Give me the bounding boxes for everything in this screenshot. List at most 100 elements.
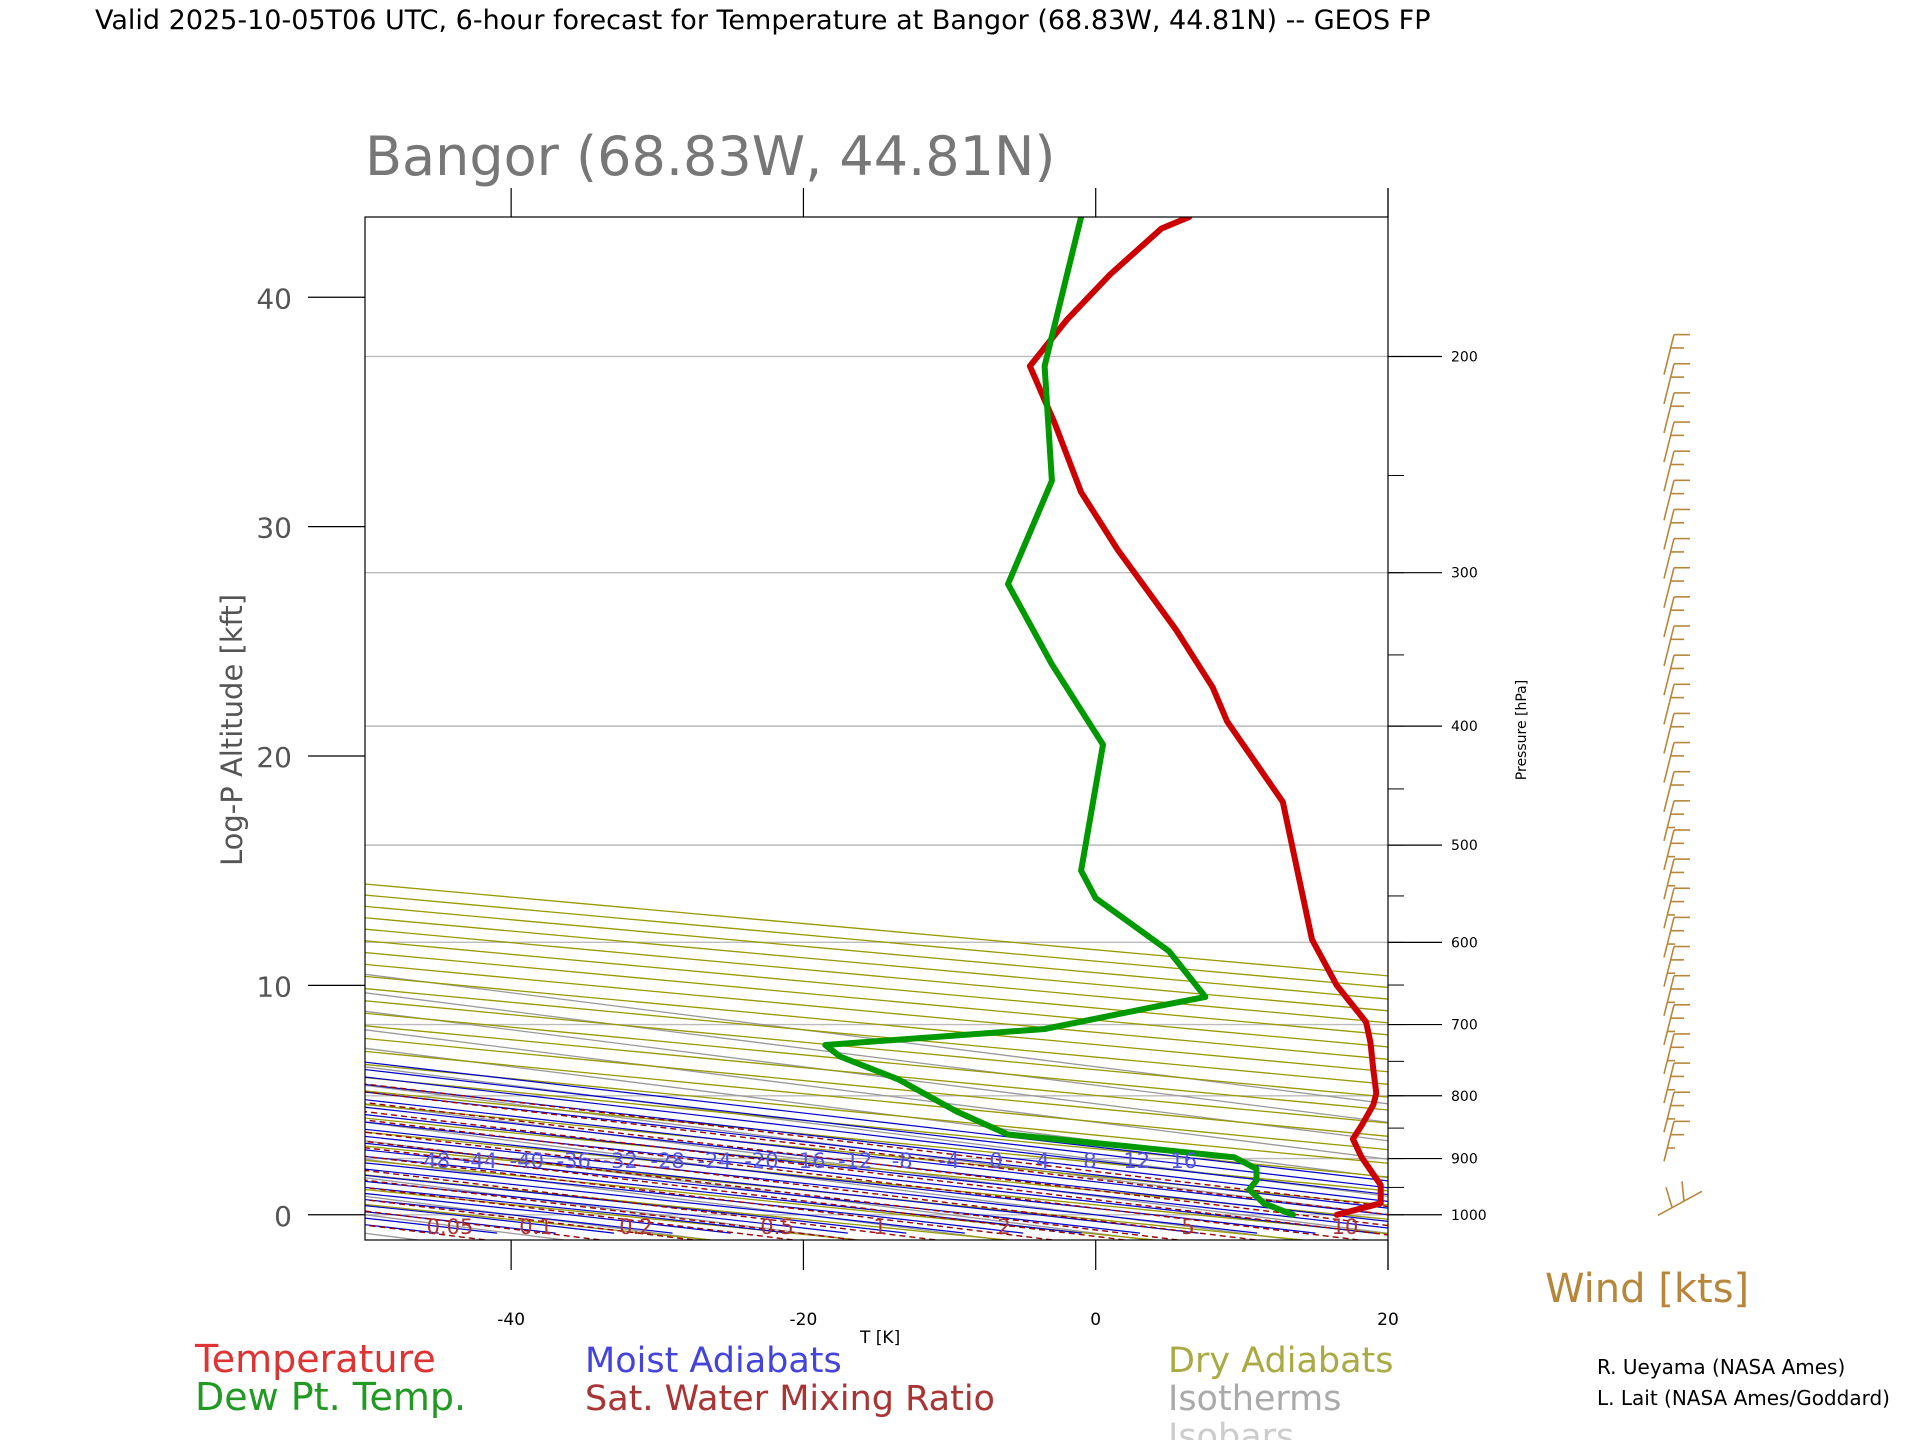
moist-adiabat-label: -8 (892, 1149, 913, 1173)
mixing-ratio-line (365, 1083, 1388, 1208)
isotherm-line (365, 1158, 1003, 1240)
legend-dewpoint: Dew Pt. Temp. (195, 1375, 466, 1419)
wind-barb (1663, 887, 1690, 929)
moist-adiabat-label: -4 (939, 1149, 960, 1173)
wind-barbs (1657, 333, 1703, 1217)
dry-adiabat-line (365, 1145, 1310, 1240)
pressure-tick-label: 200 (1451, 349, 1478, 365)
data-traces (822, 217, 1384, 1218)
wind-barb (1663, 916, 1690, 958)
pressure-tick-label: 900 (1451, 1152, 1478, 1168)
y-tick-label: 0 (274, 1200, 292, 1233)
moist-adiabat-label: 0 (989, 1149, 1002, 1173)
y-tick-label: 20 (256, 741, 292, 774)
mixing-ratio-line (365, 1186, 800, 1240)
wind-barb (1663, 1004, 1690, 1046)
background-lines (365, 355, 1388, 1240)
credit-line-1: R. Ueyama (NASA Ames) (1597, 1355, 1845, 1379)
wind-barb (1663, 712, 1690, 754)
moist-adiabat-line (365, 1198, 673, 1234)
moist-adiabat-label: -40 (510, 1149, 544, 1173)
legend-moist-adiabats: Moist Adiabats (585, 1341, 842, 1381)
dry-adiabat-line (365, 1103, 1388, 1206)
moist-adiabat-line (365, 1121, 1375, 1234)
dry-adiabat-line (365, 1188, 865, 1240)
moist-adiabat-label: -36 (557, 1149, 591, 1173)
wind-barb (1663, 362, 1690, 404)
dry-adiabat-line (365, 987, 1388, 1085)
moist-adiabat-label: 8 (1083, 1149, 1096, 1173)
wind-barb (1663, 333, 1690, 375)
x-tick-label: -40 (497, 1310, 525, 1330)
moist-adiabat-label: -44 (463, 1149, 497, 1173)
mixing-ratio-label: 0.1 (519, 1215, 552, 1239)
dry-adiabat-line (365, 1063, 1388, 1164)
dry-adiabat-line (365, 1203, 717, 1240)
wind-barb (1663, 741, 1690, 783)
x-tick-label: 20 (1377, 1310, 1399, 1330)
dry-adiabat-line (365, 1025, 1388, 1124)
pressure-tick-label: 800 (1451, 1089, 1478, 1105)
moist-adiabat-line (365, 1186, 790, 1234)
isotherm-line (365, 1029, 1388, 1160)
isotherm-line (365, 1066, 1388, 1197)
legend-temperature: Temperature (194, 1337, 436, 1381)
pressure-tick-label: 500 (1451, 838, 1478, 854)
mixing-ratio-line (365, 1119, 1366, 1240)
temperature-trace (1026, 217, 1384, 1218)
x-tick-label: 0 (1090, 1310, 1101, 1330)
moist-adiabat-label: 12 (1123, 1149, 1150, 1173)
moist-adiabat-line (365, 1149, 1141, 1234)
y-tick-label: 10 (256, 970, 292, 1003)
moist-adiabat-line (365, 1135, 1258, 1234)
moist-adiabat-label: -20 (744, 1149, 778, 1173)
wind-barb (1663, 770, 1690, 812)
dry-adiabat-line (365, 1037, 1388, 1137)
y-tick-label: 30 (256, 512, 292, 545)
mixing-ratio-label: 0.05 (427, 1215, 474, 1239)
legend-mixing-ratio: Sat. Water Mixing Ratio (585, 1379, 995, 1419)
moist-adiabat-label: -48 (416, 1149, 450, 1173)
wind-barb (1663, 1033, 1690, 1075)
moist-adiabat-label: 4 (1036, 1149, 1049, 1173)
wind-barb (1663, 450, 1690, 492)
wind-label: Wind [kts] (1545, 1266, 1749, 1312)
wind-barb (1663, 566, 1690, 608)
page-header: Valid 2025-10-05T06 UTC, 6-hour forecast… (95, 5, 1431, 36)
moist-adiabat-label: -16 (791, 1149, 825, 1173)
pressure-tick-label: 300 (1451, 566, 1478, 582)
wind-barb (1663, 421, 1690, 463)
x-axis-label: T [K] (859, 1328, 900, 1348)
moist-adiabat-line (365, 1174, 907, 1234)
wind-barb (1663, 858, 1690, 900)
isotherm-line (365, 1195, 711, 1240)
wind-barb (1663, 479, 1690, 521)
moist-adiabat-line (365, 1211, 556, 1234)
wind-barb (1663, 625, 1690, 667)
wind-barb (1663, 654, 1690, 696)
isotherm-line (365, 1010, 1388, 1142)
isotherm-line (365, 1047, 1388, 1179)
mixing-ratio-label: 10 (1332, 1215, 1359, 1239)
wind-barb (1663, 1091, 1690, 1133)
moist-adiabat-label: -24 (697, 1149, 731, 1173)
moist-adiabat-label: -12 (838, 1149, 872, 1173)
dry-adiabat-line (365, 1012, 1388, 1111)
y-tick-label: 40 (256, 282, 292, 315)
wind-barb (1663, 1062, 1690, 1104)
wind-barb (1663, 800, 1690, 842)
dry-adiabat-line (365, 1000, 1388, 1098)
wind-barb (1663, 974, 1690, 1016)
moist-adiabat-line (365, 1142, 1199, 1234)
x-tick-label: -20 (790, 1310, 818, 1330)
moist-adiabat-line (365, 1168, 965, 1234)
pressure-tick-label: 1000 (1451, 1208, 1487, 1224)
moist-adiabat-line (365, 1083, 1388, 1202)
chart-title: Bangor (68.83W, 44.81N) (365, 125, 1055, 188)
mixing-ratio-line (365, 1131, 1263, 1240)
inplot-labels: -48 -44 -40 -36 -32 -28 -24 -20 -16 -12 -8 -4 0 4 8 12 1… (416, 1149, 1359, 1239)
pressure-tick-label: 400 (1451, 719, 1478, 735)
isotherm-line (365, 992, 1388, 1123)
